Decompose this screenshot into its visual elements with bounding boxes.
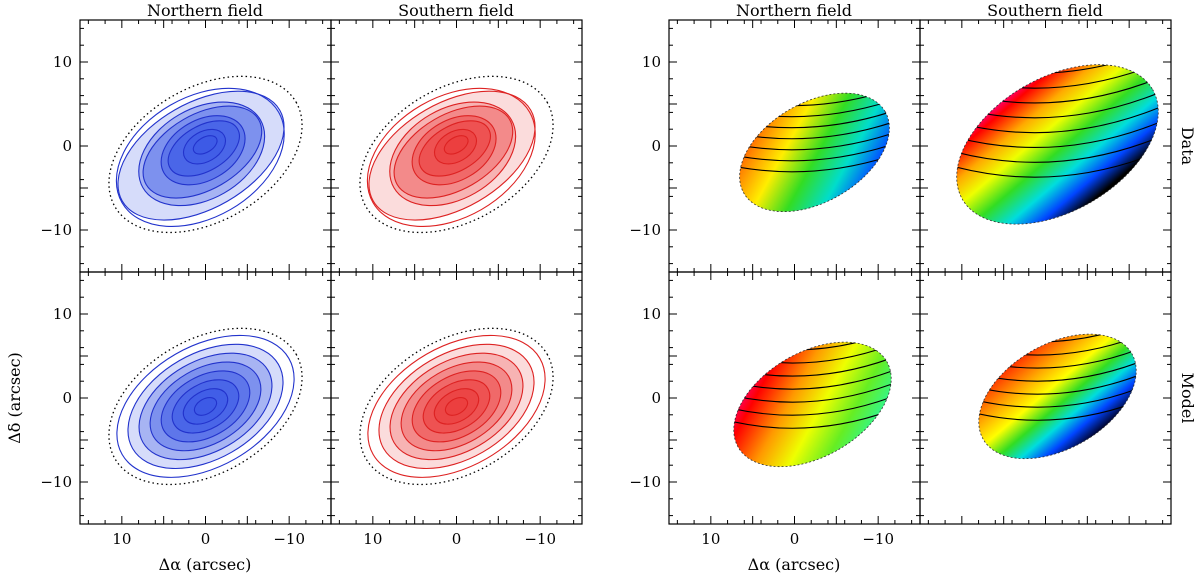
panel-1-0 xyxy=(108,327,303,486)
isovelocity-contour xyxy=(719,68,910,96)
isovelocity-contour xyxy=(957,308,1158,343)
y-tick-label: 10 xyxy=(642,53,661,71)
y-tick-label: 10 xyxy=(642,305,661,323)
panel-1-1 xyxy=(359,327,554,486)
x-tick-label: 0 xyxy=(452,530,462,548)
aperture-ellipse xyxy=(108,75,303,234)
y-tick-label: 0 xyxy=(651,137,661,155)
isovelocity-contour xyxy=(957,322,1158,369)
panel-contents xyxy=(108,31,1171,486)
isovelocity-contour xyxy=(957,348,1158,395)
tick-labels: 10 0 −10 10 0 −10 10 0 −10 10 0 −10 10 0 −10 10 0 −10 10 0 −… xyxy=(40,53,894,548)
y-tick-label: 10 xyxy=(53,305,72,323)
x-tick-label: 10 xyxy=(112,530,131,548)
contour-level xyxy=(367,334,546,478)
xlabel-right: Δα (arcsec) xyxy=(748,555,841,574)
row-label-model: Model xyxy=(1178,373,1197,424)
isovelocity-contour xyxy=(712,330,913,377)
isovelocity-contour xyxy=(712,343,913,390)
panel-0-2 xyxy=(719,68,910,213)
velocity-field xyxy=(733,341,892,468)
isovelocity-contour xyxy=(719,68,910,107)
y-tick-label: 0 xyxy=(62,389,72,407)
isovelocity-contour xyxy=(712,316,913,351)
x-tick-label: −10 xyxy=(524,530,556,548)
column-title-4: Southern field xyxy=(987,1,1103,20)
contour-level xyxy=(444,396,469,416)
contour-level xyxy=(366,87,536,227)
isovelocity-contour xyxy=(719,97,910,140)
contour-level xyxy=(443,135,469,155)
y-tick-label: 0 xyxy=(62,137,72,155)
velocity-field xyxy=(956,64,1159,225)
isovelocity-contour xyxy=(929,31,1171,74)
isovelocity-contour xyxy=(712,356,913,403)
y-tick-label: 0 xyxy=(651,389,661,407)
x-tick-label: 0 xyxy=(790,530,800,548)
isovelocity-contour xyxy=(712,369,913,416)
panel-0-0 xyxy=(108,75,303,234)
column-title-1: Northern field xyxy=(147,1,263,20)
velocity-field xyxy=(978,333,1137,460)
x-tick-label: 0 xyxy=(201,530,211,548)
panel-1-3 xyxy=(957,308,1158,460)
isovelocity-contour xyxy=(957,361,1158,408)
panel-1-2 xyxy=(712,316,913,468)
x-tick-label: 10 xyxy=(363,530,382,548)
isovelocity-contour xyxy=(719,75,910,118)
y-tick-label: 10 xyxy=(53,53,72,71)
y-tick-label: −10 xyxy=(40,473,72,491)
xlabel-left: Δα (arcsec) xyxy=(159,555,252,574)
panel-0-1 xyxy=(359,75,554,234)
contour-level xyxy=(115,87,285,227)
y-tick-label: −10 xyxy=(629,473,661,491)
isovelocity-contour xyxy=(712,383,913,429)
contour-level xyxy=(192,135,218,155)
row-label-data: Data xyxy=(1178,127,1197,166)
isovelocity-contour xyxy=(719,130,910,173)
y-tick-label: −10 xyxy=(629,221,661,239)
contour-level xyxy=(193,396,218,416)
x-tick-label: −10 xyxy=(862,530,894,548)
aperture-ellipse xyxy=(108,327,303,486)
isovelocity-contour xyxy=(957,375,1158,421)
isovelocity-contour xyxy=(957,335,1158,382)
aperture-ellipse xyxy=(359,327,554,486)
velocity-field xyxy=(739,92,890,213)
x-tick-label: 10 xyxy=(701,530,720,548)
isovelocity-contour xyxy=(719,119,910,162)
panel-0-3 xyxy=(929,31,1171,225)
isovelocity-contour xyxy=(712,317,913,364)
isovelocity-contour xyxy=(957,309,1158,356)
isovelocity-contour xyxy=(719,108,910,151)
isovelocity-contour xyxy=(719,86,910,129)
column-title-3: Northern field xyxy=(736,1,852,20)
ylabel: Δδ (arcsec) xyxy=(5,352,24,444)
aperture-ellipse xyxy=(359,75,554,234)
panel-frames xyxy=(79,19,1172,525)
y-tick-label: −10 xyxy=(40,221,72,239)
x-tick-label: −10 xyxy=(273,530,305,548)
contour-level xyxy=(116,334,295,478)
column-title-2: Southern field xyxy=(398,1,514,20)
